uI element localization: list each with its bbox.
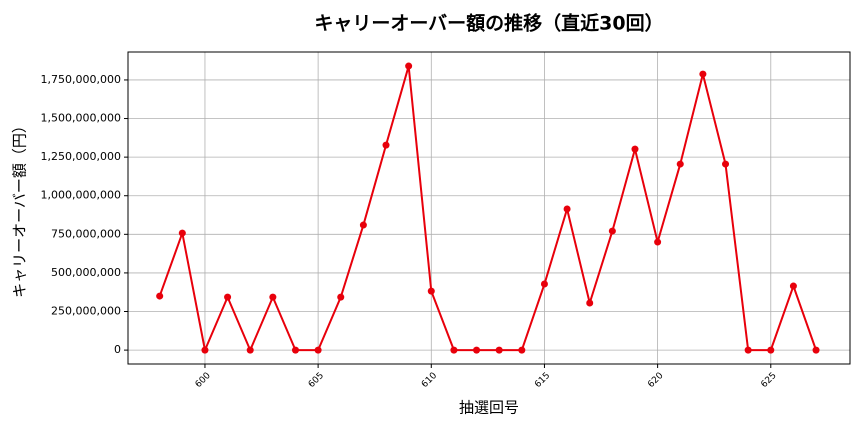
point xyxy=(767,346,775,354)
point xyxy=(382,141,390,149)
point xyxy=(337,293,345,301)
y-tick-label: 250,000,000 xyxy=(51,305,121,318)
point xyxy=(586,299,594,307)
y-tick-label: 1,750,000,000 xyxy=(41,73,121,86)
point xyxy=(269,293,277,301)
point xyxy=(744,346,752,354)
point xyxy=(495,346,503,354)
point xyxy=(518,346,526,354)
y-tick-label: 1,250,000,000 xyxy=(41,150,121,163)
point xyxy=(178,229,186,237)
point xyxy=(473,346,481,354)
point xyxy=(224,293,232,301)
x-tick-label: 600 xyxy=(194,371,213,390)
plot-frame xyxy=(127,51,851,365)
point xyxy=(156,292,164,300)
line xyxy=(158,65,817,354)
point xyxy=(789,282,797,290)
point xyxy=(450,346,458,354)
y-tick-label: 1,000,000,000 xyxy=(41,189,121,202)
y-tick-label: 1,500,000,000 xyxy=(41,112,121,125)
x-tick-label: 610 xyxy=(420,371,439,390)
point xyxy=(608,227,616,235)
point xyxy=(405,62,413,70)
point xyxy=(699,70,707,78)
y-tick-label: 0 xyxy=(114,343,121,356)
x-tick-label: 620 xyxy=(646,371,665,390)
point xyxy=(812,346,820,354)
x-tick-label: 615 xyxy=(533,371,552,390)
point xyxy=(246,346,254,354)
y-axis-label: キャリーオーバー額（円） xyxy=(11,118,29,298)
point xyxy=(631,145,639,153)
x-tick-label: 625 xyxy=(759,371,778,390)
y-tick-label: 500,000,000 xyxy=(51,266,121,279)
point xyxy=(359,221,367,229)
x-tick-label: 605 xyxy=(307,371,326,390)
point xyxy=(540,280,548,288)
point xyxy=(722,160,730,168)
point xyxy=(654,238,662,246)
point xyxy=(427,287,435,295)
point xyxy=(201,346,209,354)
point xyxy=(314,346,322,354)
y-tick-label: 750,000,000 xyxy=(51,227,121,240)
point xyxy=(291,346,299,354)
point xyxy=(676,160,684,168)
point xyxy=(563,205,571,213)
chart-title: キャリーオーバー額の推移（直近30回） xyxy=(314,12,663,35)
x-axis-label: 抽選回号 xyxy=(459,399,519,417)
